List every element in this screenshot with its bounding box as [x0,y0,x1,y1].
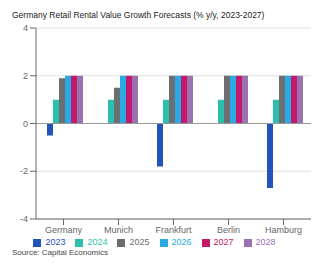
html-text:2025: 2025 [129,237,150,247]
html-text:2027: 2027 [213,237,234,247]
svg-text:4: 4 [23,23,28,33]
svg-text:-4: -4 [20,214,28,224]
svg-text:Germany: Germany [45,225,83,235]
svg-text:-2: -2 [20,166,28,176]
html-text:2028: 2028 [255,237,276,247]
svg-text:2: 2 [23,71,28,81]
svg-text:0: 0 [23,119,28,129]
html-text:Source: Capital Economics: Source: Capital Economics [12,248,108,257]
svg-text:Hamburg: Hamburg [265,225,302,235]
svg-text:Frankfurt: Frankfurt [155,225,192,235]
svg-text:Munich: Munich [104,225,133,235]
svg-text:Berlin: Berlin [217,225,240,235]
html-text:Germany Retail Rental Value Gr: Germany Retail Rental Value Growth Forec… [12,10,265,20]
html-text:2024: 2024 [87,237,108,247]
html-text:2023: 2023 [45,237,66,247]
html-text:2026: 2026 [171,237,192,247]
